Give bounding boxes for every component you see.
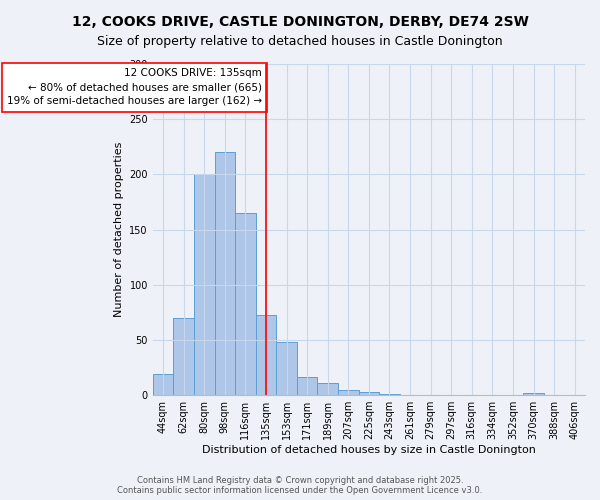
X-axis label: Distribution of detached houses by size in Castle Donington: Distribution of detached houses by size …	[202, 445, 536, 455]
Bar	[173, 318, 194, 395]
Bar	[276, 342, 297, 395]
Bar	[153, 374, 173, 395]
Bar	[194, 174, 215, 395]
Y-axis label: Number of detached properties: Number of detached properties	[114, 142, 124, 317]
Bar	[379, 394, 400, 395]
Bar	[215, 152, 235, 395]
Bar	[359, 392, 379, 395]
Bar	[297, 378, 317, 395]
Text: 12 COOKS DRIVE: 135sqm
← 80% of detached houses are smaller (665)
19% of semi-de: 12 COOKS DRIVE: 135sqm ← 80% of detached…	[7, 68, 262, 106]
Text: Size of property relative to detached houses in Castle Donington: Size of property relative to detached ho…	[97, 35, 503, 48]
Bar	[235, 213, 256, 395]
Bar	[317, 383, 338, 395]
Bar	[338, 390, 359, 395]
Bar	[523, 393, 544, 395]
Bar	[256, 314, 276, 395]
Text: Contains HM Land Registry data © Crown copyright and database right 2025.
Contai: Contains HM Land Registry data © Crown c…	[118, 476, 482, 495]
Text: 12, COOKS DRIVE, CASTLE DONINGTON, DERBY, DE74 2SW: 12, COOKS DRIVE, CASTLE DONINGTON, DERBY…	[71, 15, 529, 29]
